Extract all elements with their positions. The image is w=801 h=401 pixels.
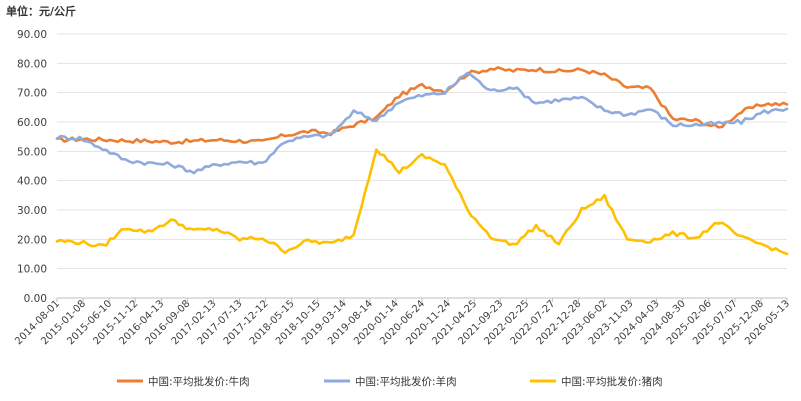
y-tick-label: 10.00	[17, 264, 47, 276]
legend-label: 中国:平均批发价:猪肉	[561, 375, 663, 388]
series-line	[55, 66, 789, 145]
y-tick-label: 70.00	[17, 88, 47, 100]
unit-label: 单位：元/公斤	[6, 5, 77, 18]
y-tick-label: 40.00	[17, 176, 47, 188]
y-tick-label: 90.00	[17, 29, 47, 41]
y-tick-label: 80.00	[17, 58, 47, 70]
series-line	[55, 148, 789, 256]
y-tick-label: 20.00	[17, 234, 47, 246]
series-line	[55, 71, 789, 175]
y-tick-label: 60.00	[17, 117, 47, 129]
legend-label: 中国:平均批发价:羊肉	[355, 375, 457, 388]
y-tick-label: 30.00	[17, 205, 47, 217]
legend-label: 中国:平均批发价:牛肉	[148, 375, 250, 388]
y-tick-label: 0.00	[24, 293, 47, 305]
y-tick-label: 50.00	[17, 146, 47, 158]
